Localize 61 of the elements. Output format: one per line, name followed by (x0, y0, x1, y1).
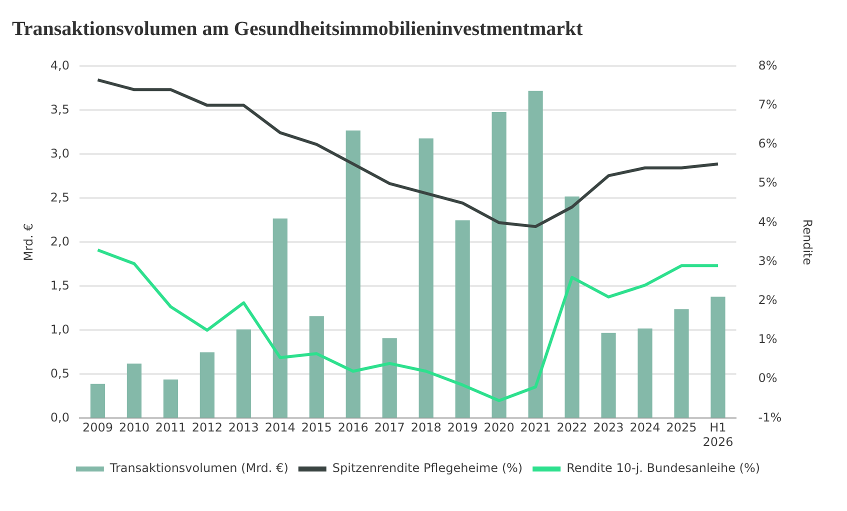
bar (528, 90, 543, 418)
bar (272, 218, 288, 418)
y2-tick-label: 0% (758, 371, 778, 386)
x-tick-label: 2012 (192, 420, 222, 435)
x-tick-label: 2021 (520, 420, 551, 435)
y2-tick-label: 3% (758, 254, 778, 268)
x-tick-label: 2013 (228, 420, 259, 435)
x-tick-label: 2014 (264, 420, 296, 435)
bar (309, 316, 324, 418)
x-tick-label: 2022 (556, 420, 588, 435)
y2-tick-label: 2% (758, 292, 778, 307)
bar (710, 296, 726, 418)
legend-label: Rendite 10-j. Bundesanleihe (%) (566, 461, 760, 476)
bar (200, 352, 214, 418)
y2-axis-title: Rendite (800, 219, 815, 266)
x-tick-label: 2018 (410, 420, 442, 435)
bar (382, 338, 397, 418)
x-tick-label: 2025 (666, 420, 697, 435)
x-tick-label: 2015 (301, 420, 332, 435)
bar (163, 379, 178, 418)
chart-title: Transaktionsvolumen am Gesundheitsimmobilieninvestmentmarkt (11, 17, 584, 42)
y-tick-label: 1,5 (50, 278, 70, 292)
y-tick-label: 2,5 (50, 190, 70, 204)
y-axis-title: Mrd. € (21, 223, 36, 262)
x-tick-label: 2024 (630, 420, 660, 435)
bar (126, 364, 142, 418)
bar (492, 112, 506, 418)
x-tick-label: 2010 (118, 420, 150, 435)
x-tick-label: 2016 (338, 420, 368, 435)
y2-tick-label: 4% (758, 214, 778, 229)
bar (601, 332, 616, 418)
y2-tick-label: 5% (758, 176, 778, 190)
bar (455, 220, 470, 418)
x-tick-label: 2020 (484, 420, 514, 435)
y2-tick-label: 6% (758, 136, 778, 151)
x-tick-label: 2019 (447, 420, 478, 435)
x-tick-label: 2017 (374, 420, 405, 435)
y2-tick-label: 1% (758, 332, 778, 346)
x-tick-label: 2023 (593, 420, 624, 435)
bar (90, 384, 106, 418)
x-tick-label: 2011 (155, 420, 186, 435)
y-tick-label: 0,0 (50, 410, 70, 424)
y-tick-label: 4,0 (50, 58, 70, 72)
bar (418, 138, 434, 418)
bar (638, 328, 652, 418)
y-tick-label: 1,0 (50, 322, 70, 336)
y-tick-label: 3,0 (50, 146, 70, 160)
legend-label: Transaktionsvolumen (Mrd. €) (108, 461, 288, 476)
bar (564, 196, 580, 418)
x-tick-label: 2009 (82, 420, 113, 435)
y2-tick-label: -1% (758, 410, 782, 424)
y2-tick-label: 7% (758, 97, 778, 112)
legend-label: Spitzenrendite Pflegeheime (%) (332, 461, 523, 476)
y-tick-label: 2,0 (50, 234, 70, 248)
x-tick-label: H1 2026 (702, 420, 734, 449)
y-tick-label: 3,5 (50, 102, 70, 116)
y-tick-label: 0,5 (50, 366, 70, 380)
y2-tick-label: 8% (758, 58, 778, 72)
bar (346, 130, 360, 418)
bar (674, 309, 689, 418)
bar (236, 329, 251, 418)
